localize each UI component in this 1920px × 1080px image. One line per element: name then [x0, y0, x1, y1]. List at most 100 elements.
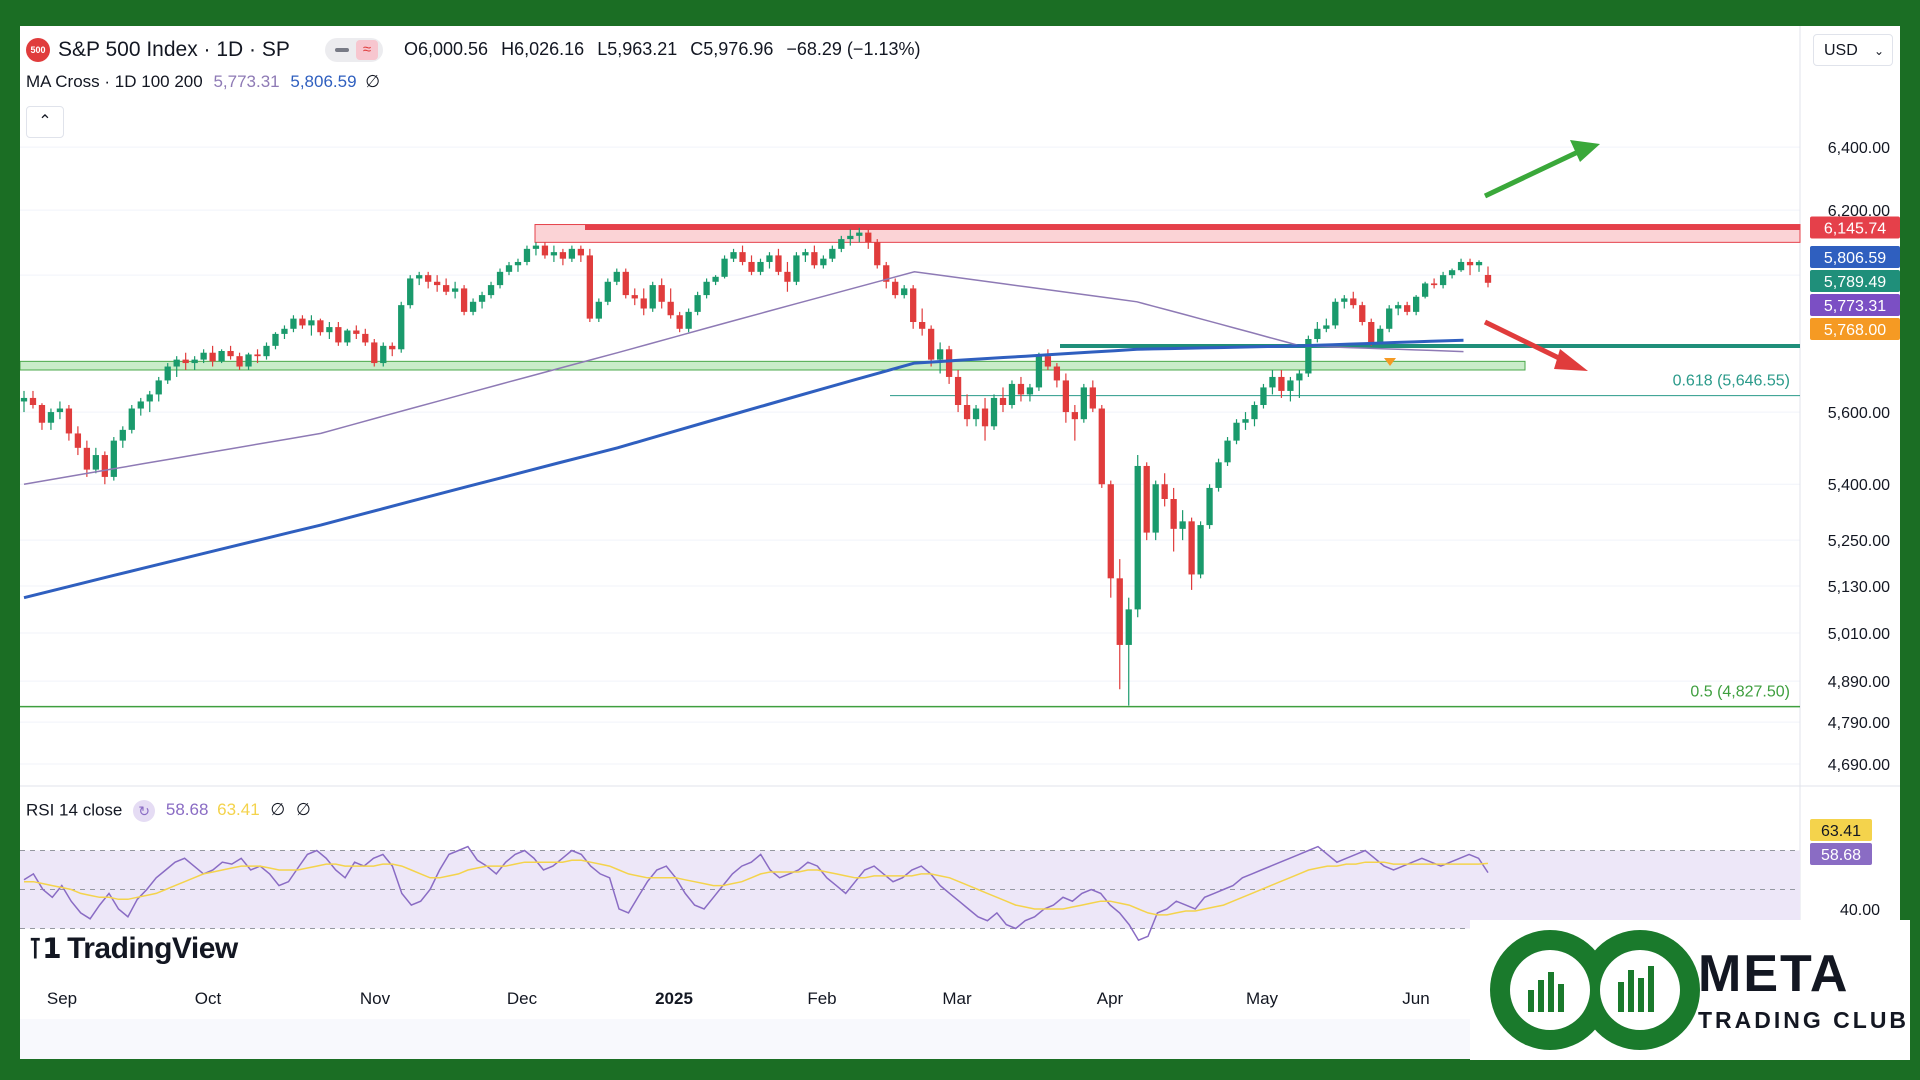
candle-body — [1332, 301, 1339, 326]
symbol-badge: 500 — [26, 38, 50, 62]
candle-body — [1017, 383, 1025, 395]
change-value: −68.29 (−1.13%) — [786, 39, 921, 59]
candle-body — [272, 333, 279, 346]
bullish-arrow-head — [1570, 140, 1600, 162]
candle-body — [1269, 376, 1276, 388]
bearish-arrow-shaft — [1483, 319, 1567, 364]
candle-body — [532, 245, 540, 249]
candle-body — [523, 248, 531, 262]
candle-body — [245, 354, 252, 367]
chart-title[interactable]: S&P 500 Index · 1D · SP — [58, 38, 290, 61]
candle-body — [1089, 387, 1096, 409]
rsi-value-tag-label: 58.68 — [1821, 847, 1861, 864]
candle-body — [586, 255, 593, 319]
candle-body — [1206, 487, 1213, 526]
candle-body — [919, 322, 926, 329]
candle-body — [1143, 465, 1150, 533]
support-zone — [20, 360, 1526, 371]
ma-cross-name: MA Cross · 1D 100 200 — [26, 72, 203, 91]
high-value: H6,026.16 — [501, 39, 585, 59]
chart-canvas[interactable]: 0.618 (5,646.55) 0.5 (4,827.50) 6,400.00 6,… — [20, 26, 1900, 1059]
currency-select[interactable]: USD ⌄ — [1813, 34, 1893, 66]
candle-body — [910, 288, 917, 323]
ma-cross-legend[interactable]: MA Cross · 1D 100 200 5,773.31 5,806.59 … — [26, 72, 380, 92]
candle-body — [865, 232, 872, 243]
candle-body — [775, 255, 782, 272]
candle-body — [577, 248, 585, 256]
price-tag — [1810, 294, 1900, 316]
candle-body — [981, 408, 989, 427]
candle-body — [326, 327, 333, 333]
candle-body — [1448, 270, 1456, 276]
ma100-value: 5,773.31 — [213, 72, 280, 91]
candle-body — [146, 394, 153, 402]
candle-body — [649, 285, 656, 309]
low-value: L5,963.21 — [597, 39, 678, 59]
candle-body — [703, 281, 710, 296]
candle-body — [362, 333, 369, 343]
candle-body — [990, 397, 998, 427]
rsi-ma-value: 63.41 — [217, 800, 260, 820]
chevron-down-icon: ⌄ — [1873, 44, 1884, 58]
rsi-value: 58.68 — [165, 800, 209, 820]
rsi-legend[interactable]: RSI 14 close ↻ 58.68 63.41 ∅ ∅ — [26, 800, 311, 822]
candle-body — [398, 305, 405, 350]
candle-body — [335, 327, 342, 343]
rsi-value-tag — [1810, 843, 1872, 865]
rsi-line — [23, 845, 1489, 942]
candle-body — [1457, 261, 1465, 271]
rsi-ma-line — [24, 859, 1489, 916]
price-tick-label: 4,890.00 — [1828, 674, 1890, 691]
candle-body — [92, 455, 99, 470]
candle-body — [344, 330, 351, 343]
candle-body — [1368, 322, 1375, 343]
candle-body — [793, 255, 800, 282]
candle-body — [568, 248, 576, 259]
candle-body — [496, 271, 504, 286]
visibility-toggle[interactable]: ≈ — [325, 38, 383, 62]
x-tick-label: Dec — [507, 989, 538, 1008]
candle-body — [1413, 296, 1420, 312]
meta-wordmark: META — [1698, 945, 1850, 1003]
ma200-line — [23, 338, 1464, 600]
candle-body — [640, 298, 647, 309]
candle-body — [1188, 521, 1195, 575]
candle-body — [730, 252, 737, 259]
candle-body — [1053, 366, 1061, 381]
candle-body — [1278, 376, 1285, 391]
candle-body — [1080, 387, 1087, 420]
x-tick-label: Feb — [807, 989, 836, 1008]
candle-body — [1224, 440, 1231, 463]
x-tick-label: Jun — [1402, 989, 1429, 1008]
candle-body — [892, 281, 899, 296]
candle-body — [1233, 422, 1240, 441]
candle-body — [164, 366, 171, 381]
candle-body — [685, 311, 692, 329]
price-tick-label: 4,790.00 — [1828, 715, 1890, 732]
candle-body — [739, 252, 746, 262]
candle-body — [963, 404, 971, 420]
candle-body — [209, 352, 216, 362]
candle-body — [604, 281, 611, 302]
candle-body — [29, 397, 37, 405]
candle-body — [999, 397, 1007, 405]
candle-body — [110, 440, 117, 477]
candle-body — [290, 318, 297, 329]
candle-body — [1008, 383, 1016, 405]
candle-body — [182, 359, 189, 364]
candle-body — [308, 320, 315, 326]
price-tag-label: 5,768.00 — [1824, 322, 1886, 339]
collapse-legend-button[interactable]: ⌃ — [26, 106, 64, 138]
candle-body — [119, 429, 126, 441]
candle-body — [1071, 412, 1078, 420]
candle-body — [541, 245, 549, 256]
price-tick-label: 5,130.00 — [1828, 579, 1890, 596]
rsi-value-tag-label: 63.41 — [1821, 823, 1861, 840]
candle-body — [1170, 498, 1177, 529]
candle-body — [1116, 578, 1123, 645]
candle-body — [1305, 339, 1312, 374]
candle-body — [1251, 404, 1258, 420]
rsi-value-tag — [1810, 819, 1872, 841]
candle-body — [254, 354, 261, 357]
candle-body — [20, 397, 28, 402]
